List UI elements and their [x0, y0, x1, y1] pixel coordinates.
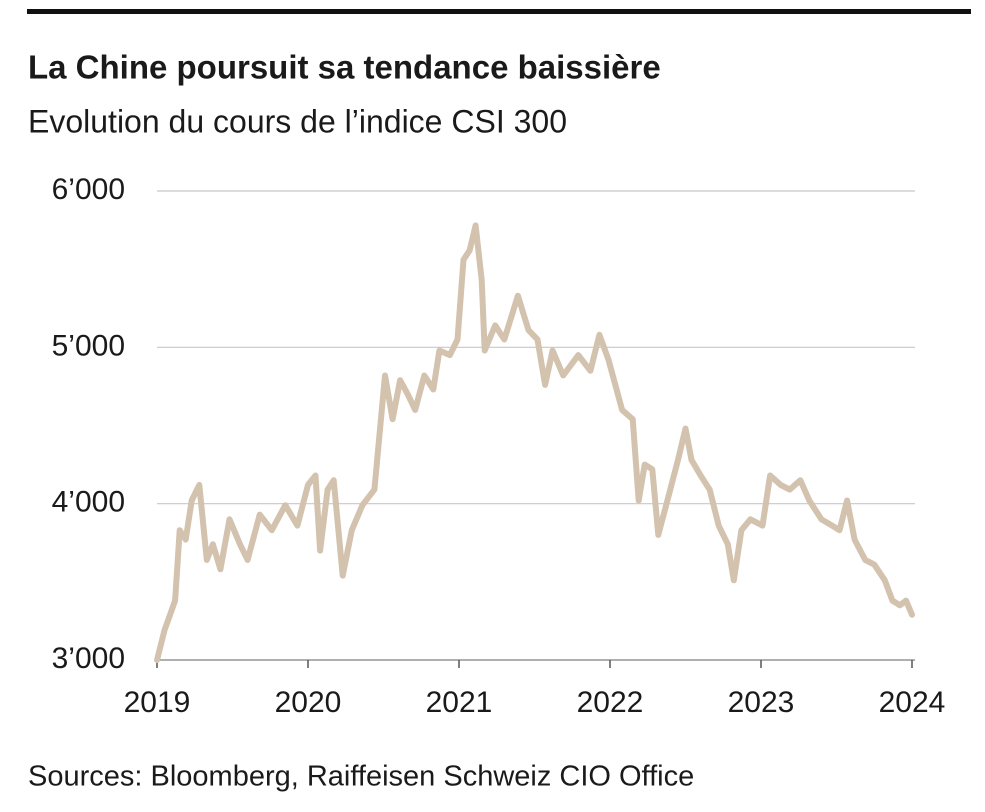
x-tick-label: 2021 — [426, 686, 493, 719]
x-tick-label: 2019 — [124, 686, 191, 719]
x-tick-label: 2020 — [275, 686, 342, 719]
chart-subtitle: Evolution du cours de l’indice CSI 300 — [28, 103, 567, 139]
x-tick-label: 2022 — [577, 686, 644, 719]
x-tick-label: 2024 — [879, 686, 946, 719]
chart-title: La Chine poursuit sa tendance baissière — [28, 49, 661, 86]
x-tick-label: 2023 — [728, 686, 795, 719]
top-rule — [27, 9, 971, 14]
line-series — [154, 222, 915, 663]
source: Sources: Bloomberg, Raiffeisen Schweiz C… — [28, 761, 694, 793]
y-tick-label: 6’000 — [52, 173, 125, 206]
y-tick-label: 5’000 — [52, 329, 125, 362]
y-tick-label: 4’000 — [52, 486, 125, 519]
y-tick-label: 3’000 — [52, 642, 125, 675]
